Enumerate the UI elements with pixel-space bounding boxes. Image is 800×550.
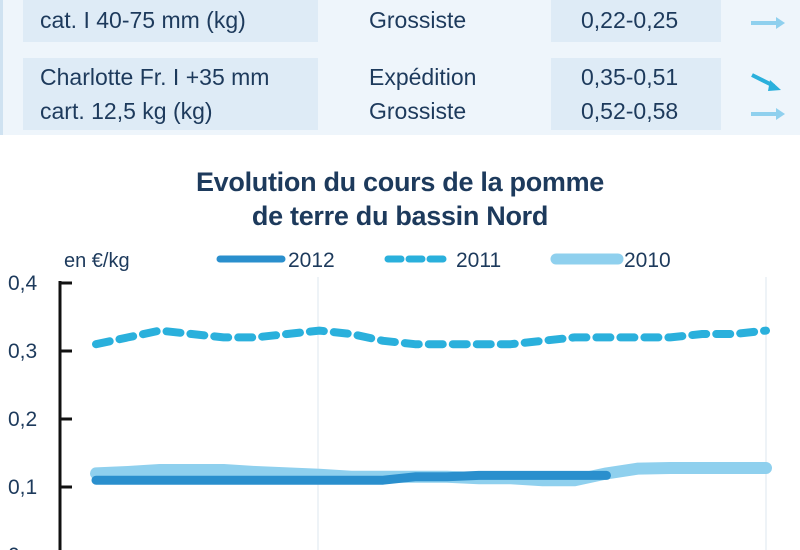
line-chart: en €/kg 2012 2011 2010 0 0,1 0,2 0,3 0,4 [8,249,772,550]
product-label: cart. 12,5 kg (kg) [40,98,213,124]
y-axis-ticks: 0 0,1 0,2 0,3 0,4 [8,272,72,550]
y-tick-label: 0,3 [8,340,37,363]
legend-label-2010: 2010 [624,249,671,272]
y-tick-label: 0 [8,544,20,550]
price-range: 0,52-0,58 [581,98,679,124]
legend-label-2012: 2012 [288,249,335,272]
price-table: cat. I 40-75 mm (kg) Grossiste 0,22-0,25… [0,0,800,135]
price-cell-bg [551,0,721,42]
price-range: 0,35-0,51 [581,64,679,90]
series-line-2011 [92,326,770,349]
product-cell-bg [23,0,318,42]
product-cell-bg [23,58,318,130]
stable-arrow-icon [751,108,785,120]
legend-label-2011: 2011 [456,249,501,272]
chart-area: Evolution du cours de la pomme de terre … [0,155,800,550]
chart-grid [317,277,767,550]
chart-title-line-2: de terre du bassin Nord [251,201,549,231]
price-cell-bg [551,58,721,130]
chart-legend: 2012 2011 2010 [216,249,671,272]
chart-title-line-1: Evolution du cours de la pomme [195,167,605,197]
y-tick-label: 0,1 [8,476,37,499]
table-row: Charlotte Fr. I +35 mm cart. 12,5 kg (kg… [3,58,800,133]
product-label: Charlotte Fr. I +35 mm [40,64,270,90]
stable-arrow-icon [751,17,785,29]
price-range: 0,22-0,25 [581,7,679,33]
table-row: cat. I 40-75 mm (kg) Grossiste 0,22-0,25 [3,0,800,52]
product-label: cat. I 40-75 mm (kg) [40,7,246,33]
down-arrow-icon [751,73,781,91]
stage-label: Grossiste [369,98,467,124]
stage-label: Expédition [369,64,477,90]
series-line-2012 [91,470,611,485]
chart-series [90,326,772,487]
stage-label: Grossiste [369,7,467,33]
y-tick-label: 0,4 [8,272,38,295]
y-axis-label: en €/kg [64,250,130,272]
y-tick-label: 0,2 [8,408,37,431]
